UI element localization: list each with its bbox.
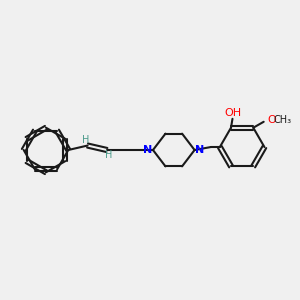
- Text: OH: OH: [224, 109, 242, 118]
- Text: H: H: [105, 150, 112, 160]
- Text: H: H: [82, 135, 90, 145]
- Text: N: N: [143, 145, 152, 155]
- Text: N: N: [195, 145, 205, 155]
- Text: CH₃: CH₃: [273, 115, 291, 125]
- Text: O: O: [268, 115, 276, 125]
